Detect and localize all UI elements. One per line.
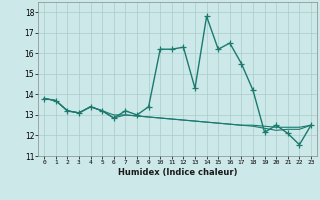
X-axis label: Humidex (Indice chaleur): Humidex (Indice chaleur): [118, 168, 237, 177]
